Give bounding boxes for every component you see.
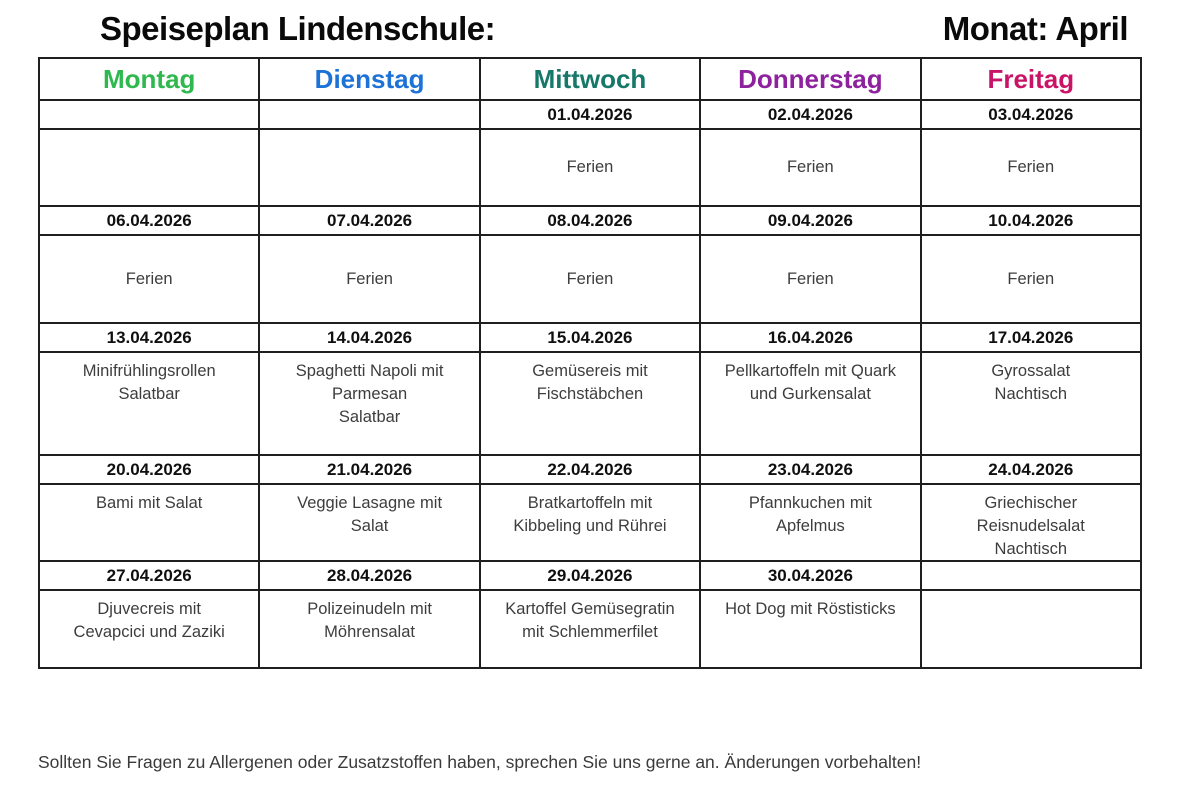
date-cell <box>919 560 1143 592</box>
week1-meal-row: Ferien Ferien Ferien <box>37 128 1143 207</box>
date-cell: 03.04.2026 <box>919 99 1143 130</box>
meal-cell: Ferien <box>37 234 261 324</box>
date-cell: 08.04.2026 <box>478 205 702 236</box>
week3-date-row: 13.04.2026 14.04.2026 15.04.2026 16.04.2… <box>37 322 1143 353</box>
week1-date-row: 01.04.2026 02.04.2026 03.04.2026 <box>37 99 1143 130</box>
day-header-montag: Montag <box>37 57 261 101</box>
day-header-freitag: Freitag <box>919 57 1143 101</box>
allergen-footer-note: Sollten Sie Fragen zu Allergenen oder Zu… <box>38 752 922 772</box>
meal-cell: Gyrossalat Nachtisch <box>919 351 1143 456</box>
meal-cell: Griechischer Reisnudelsalat Nachtisch <box>919 482 1143 563</box>
date-cell <box>37 99 261 130</box>
day-header-donnerstag: Donnerstag <box>699 57 922 101</box>
meal-cell: Spaghetti Napoli mit Parmesan Salatbar <box>258 351 481 456</box>
meal-cell: Ferien <box>478 128 702 207</box>
date-cell: 16.04.2026 <box>699 322 922 353</box>
date-cell: 29.04.2026 <box>478 560 702 592</box>
meal-cell: Kartoffel Gemüsegratin mit Schlemmerfile… <box>478 589 702 670</box>
date-cell: 09.04.2026 <box>699 205 922 236</box>
meal-cell: Gemüsereis mit Fischstäbchen <box>478 351 702 456</box>
meal-cell: Minifrühlingsrollen Salatbar <box>37 351 261 456</box>
date-cell: 17.04.2026 <box>919 322 1143 353</box>
date-cell: 24.04.2026 <box>919 454 1143 485</box>
meal-cell <box>37 128 261 207</box>
week5-meal-row: Djuvecreis mit Cevapcici und Zaziki Poli… <box>37 589 1143 670</box>
week2-meal-row: Ferien Ferien Ferien Ferien Ferien <box>37 234 1143 324</box>
week2-date-row: 06.04.2026 07.04.2026 08.04.2026 09.04.2… <box>37 205 1143 236</box>
meal-cell <box>919 589 1143 670</box>
date-cell: 21.04.2026 <box>258 454 481 485</box>
date-cell: 15.04.2026 <box>478 322 702 353</box>
week4-meal-row: Bami mit Salat Veggie Lasagne mit Salat … <box>37 482 1143 563</box>
weekday-header-row: Montag Dienstag Mittwoch Donnerstag Frei… <box>37 57 1143 101</box>
month-title: Monat: April <box>942 10 1129 47</box>
date-cell: 01.04.2026 <box>478 99 702 130</box>
meal-cell: Ferien <box>258 234 481 324</box>
meal-cell: Ferien <box>919 128 1143 207</box>
meal-cell: Ferien <box>478 234 702 324</box>
meal-cell: Bratkartoffeln mit Kibbeling und Rührei <box>478 482 702 563</box>
meal-cell: Veggie Lasagne mit Salat <box>258 482 481 563</box>
meal-cell: Pfannkuchen mit Apfelmus <box>699 482 922 563</box>
date-cell: 07.04.2026 <box>258 205 481 236</box>
meal-cell: Hot Dog mit Röstisticks <box>699 589 922 670</box>
date-cell: 10.04.2026 <box>919 205 1143 236</box>
date-cell: 14.04.2026 <box>258 322 481 353</box>
date-cell: 13.04.2026 <box>37 322 261 353</box>
title-row: Speiseplan Lindenschule: Monat: April <box>0 0 1180 47</box>
date-cell: 28.04.2026 <box>258 560 481 592</box>
meal-cell: Ferien <box>699 128 922 207</box>
date-cell: 30.04.2026 <box>699 560 922 592</box>
date-cell <box>258 99 481 130</box>
date-cell: 20.04.2026 <box>37 454 261 485</box>
meal-cell: Ferien <box>919 234 1143 324</box>
meal-plan-table: Montag Dienstag Mittwoch Donnerstag Frei… <box>37 57 1143 670</box>
day-header-mittwoch: Mittwoch <box>478 57 702 101</box>
date-cell: 06.04.2026 <box>37 205 261 236</box>
meal-cell: Pellkartoffeln mit Quark und Gurkensalat <box>699 351 922 456</box>
date-cell: 27.04.2026 <box>37 560 261 592</box>
meal-cell <box>258 128 481 207</box>
date-cell: 22.04.2026 <box>478 454 702 485</box>
meal-cell: Ferien <box>699 234 922 324</box>
day-header-dienstag: Dienstag <box>258 57 481 101</box>
page-title: Speiseplan Lindenschule: <box>100 10 496 47</box>
meal-cell: Djuvecreis mit Cevapcici und Zaziki <box>37 589 261 670</box>
meal-cell: Polizeinudeln mit Möhrensalat <box>258 589 481 670</box>
week3-meal-row: Minifrühlingsrollen Salatbar Spaghetti N… <box>37 351 1143 456</box>
meal-cell: Bami mit Salat <box>37 482 261 563</box>
week5-date-row: 27.04.2026 28.04.2026 29.04.2026 30.04.2… <box>37 560 1143 592</box>
week4-date-row: 20.04.2026 21.04.2026 22.04.2026 23.04.2… <box>37 454 1143 485</box>
date-cell: 02.04.2026 <box>699 99 922 130</box>
date-cell: 23.04.2026 <box>699 454 922 485</box>
